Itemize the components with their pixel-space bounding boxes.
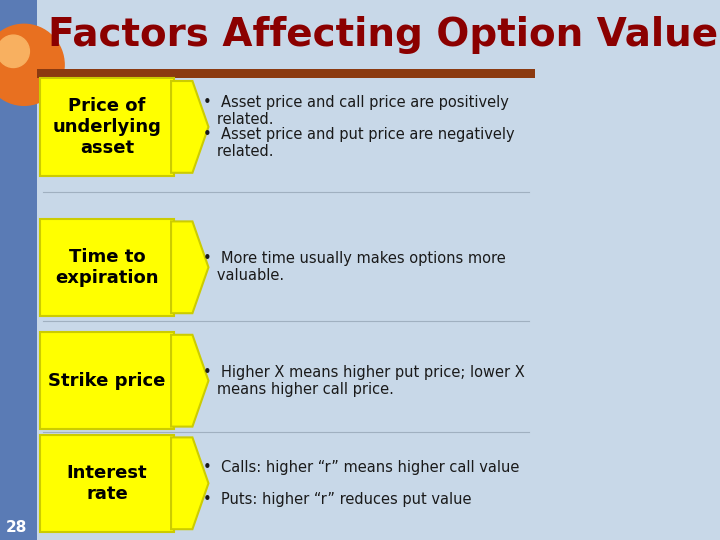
Text: Strike price: Strike price bbox=[48, 372, 166, 390]
FancyBboxPatch shape bbox=[0, 0, 37, 540]
Text: Interest
rate: Interest rate bbox=[66, 464, 147, 503]
FancyBboxPatch shape bbox=[40, 219, 174, 316]
FancyBboxPatch shape bbox=[40, 78, 174, 176]
Text: Factors Affecting Option Values: Factors Affecting Option Values bbox=[48, 16, 720, 54]
Text: •  Higher X means higher put price; lower X
   means higher call price.: • Higher X means higher put price; lower… bbox=[203, 364, 525, 397]
Text: •  Asset price and put price are negatively
   related.: • Asset price and put price are negative… bbox=[203, 127, 515, 159]
Polygon shape bbox=[171, 221, 209, 313]
Text: •  Asset price and call price are positively
   related.: • Asset price and call price are positiv… bbox=[203, 94, 509, 127]
Polygon shape bbox=[171, 81, 209, 173]
Text: •  Calls: higher “r” means higher call value: • Calls: higher “r” means higher call va… bbox=[203, 460, 520, 475]
Text: •  Puts: higher “r” reduces put value: • Puts: higher “r” reduces put value bbox=[203, 492, 472, 507]
Text: 28: 28 bbox=[5, 519, 27, 535]
Circle shape bbox=[0, 24, 64, 105]
Text: Price of
underlying
asset: Price of underlying asset bbox=[53, 97, 161, 157]
FancyBboxPatch shape bbox=[40, 332, 174, 429]
FancyBboxPatch shape bbox=[40, 435, 174, 532]
Circle shape bbox=[0, 35, 30, 68]
Text: Time to
expiration: Time to expiration bbox=[55, 248, 158, 287]
Polygon shape bbox=[171, 335, 209, 427]
Polygon shape bbox=[171, 437, 209, 529]
FancyBboxPatch shape bbox=[37, 69, 534, 78]
Text: •  More time usually makes options more
   valuable.: • More time usually makes options more v… bbox=[203, 251, 506, 284]
